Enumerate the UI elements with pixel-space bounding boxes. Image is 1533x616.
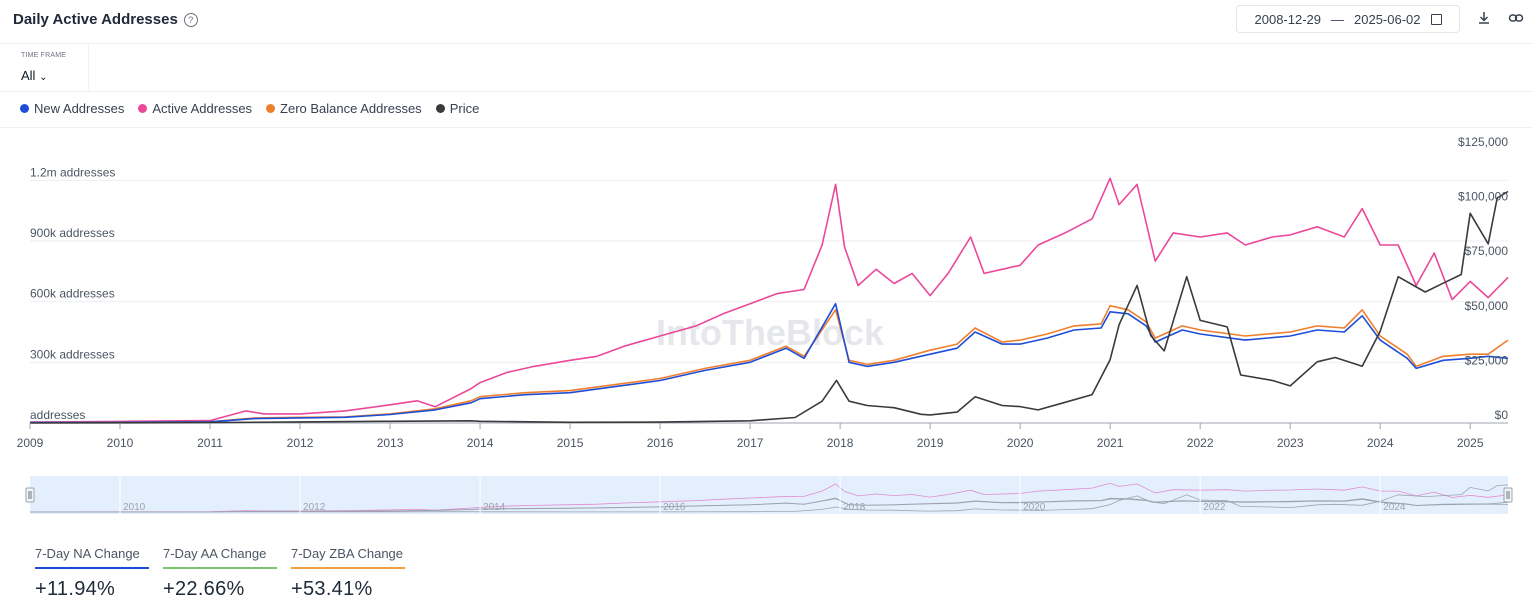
navigator[interactable]: 2010 2012 2014 2016 2018 2020 2022 2024 xyxy=(25,476,1513,514)
navigator-tick-label: 2024 xyxy=(1383,502,1406,513)
x-tick-label: 2015 xyxy=(557,436,584,450)
navigator-handle-right[interactable] xyxy=(1503,487,1513,503)
x-tick-label: 2025 xyxy=(1457,436,1484,450)
x-tick-label: 2009 xyxy=(17,436,44,450)
chart-title-row: Daily Active Addresses ? xyxy=(13,11,198,28)
series-line-new-addresses xyxy=(29,302,1509,424)
legend-item-price[interactable]: Price xyxy=(435,101,480,116)
stat-label: 7-Day AA Change xyxy=(163,546,277,569)
navigator-tick-label: 2016 xyxy=(663,502,686,513)
page-title: Daily Active Addresses xyxy=(13,11,178,28)
legend-dot xyxy=(266,104,276,113)
y-right-tick-label: $0 xyxy=(1495,408,1509,422)
y-right-tick-label: $50,000 xyxy=(1465,299,1509,313)
navigator-handle-left[interactable] xyxy=(25,487,35,503)
navigator-tick-label: 2018 xyxy=(843,502,866,513)
navigator-tick-label: 2022 xyxy=(1203,502,1226,513)
y-right-tick-label: $75,000 xyxy=(1465,244,1509,258)
series-line-zero-balance-addresses xyxy=(29,304,1509,424)
legend-label: New Addresses xyxy=(34,101,125,116)
legend-item-new-addresses[interactable]: New Addresses xyxy=(20,101,124,116)
download-icon[interactable] xyxy=(1476,10,1492,26)
x-tick-label: 2014 xyxy=(467,436,494,450)
navigator-tick-label: 2012 xyxy=(303,502,326,513)
date-separator: — xyxy=(1331,11,1344,27)
date-from: 2008-12-29 xyxy=(1254,11,1322,27)
timeframe-label: TIME FRAME xyxy=(21,52,67,59)
y-tick-label: 300k addresses xyxy=(30,347,115,361)
line-chart[interactable]: IntoTheBlock 2009 2010 2011 2012 2013 2014 201… xyxy=(0,0,1533,530)
help-circle-icon[interactable]: ? xyxy=(183,12,198,27)
y-tick-label: 600k addresses xyxy=(30,287,115,301)
x-tick-label: 2013 xyxy=(377,436,404,450)
x-tick-label: 2011 xyxy=(197,436,223,450)
y-right-tick-label: $100,000 xyxy=(1458,190,1508,204)
stat-value: +22.66% xyxy=(163,578,245,600)
x-tick-label: 2022 xyxy=(1187,436,1214,450)
divider xyxy=(0,127,1533,128)
y-tick-label: 1.2m addresses xyxy=(30,165,115,179)
stat-zba-change: 7-Day ZBA Change +53.41% xyxy=(291,546,405,601)
x-tick-label: 2016 xyxy=(647,436,674,450)
watermark: IntoTheBlock xyxy=(656,312,885,353)
stat-label: 7-Day ZBA Change xyxy=(291,546,405,569)
x-tick-label: 2012 xyxy=(287,436,314,450)
y-axis-right: $0 $25,000 $50,000 $75,000 $100,000 $125,000 xyxy=(1458,135,1508,422)
x-tick-label: 2024 xyxy=(1367,436,1394,450)
legend-item-zero-balance-addresses[interactable]: Zero Balance Addresses xyxy=(266,101,422,116)
x-tick-label: 2023 xyxy=(1277,436,1304,450)
x-tick-label: 2010 xyxy=(107,436,134,450)
legend-item-active-addresses[interactable]: Active Addresses xyxy=(138,101,252,116)
stat-na-change: 7-Day NA Change +11.94% xyxy=(35,546,149,601)
x-tick-label: 2021 xyxy=(1097,436,1124,450)
stat-value: +53.41% xyxy=(291,578,373,600)
navigator-tick-label: 2010 xyxy=(123,502,146,513)
x-tick-label: 2018 xyxy=(827,436,854,450)
x-axis: 2009 2010 2011 2012 2013 2014 2015 2016 2017 2018… xyxy=(17,423,1484,450)
y-axis-left: addresses 300k addresses 600k addresses 900… xyxy=(30,165,115,422)
chevron-down-icon: ⌄ xyxy=(39,72,48,83)
navigator-tick-label: 2020 xyxy=(1023,502,1046,513)
x-tick-label: 2020 xyxy=(1007,436,1034,450)
navigator-series-line xyxy=(29,484,1509,513)
divider xyxy=(0,43,1533,44)
stats-row: 7-Day NA Change +11.94% 7-Day AA Change … xyxy=(35,546,405,601)
navigator-series-line xyxy=(29,497,1509,513)
navigator-series-line xyxy=(29,482,1509,513)
x-tick-label: 2019 xyxy=(917,436,944,450)
legend: New Addresses Active Addresses Zero Bala… xyxy=(20,101,479,116)
timeframe-value[interactable]: All ⌄ xyxy=(21,68,48,83)
legend-label: Price xyxy=(449,101,480,116)
grid xyxy=(30,179,1508,424)
x-tick-label: 2017 xyxy=(737,436,764,450)
stat-value: +11.94% xyxy=(35,578,116,600)
navigator-tick-label: 2014 xyxy=(483,502,506,513)
series-line-active-addresses xyxy=(29,177,1509,423)
legend-label: Zero Balance Addresses xyxy=(280,101,422,116)
date-range-picker[interactable]: 2008-12-29 — 2025-06-02 xyxy=(1236,5,1460,33)
y-right-tick-label: $125,000 xyxy=(1458,135,1508,149)
calendar-icon xyxy=(1430,13,1442,25)
timeframe-selector[interactable]: TIME FRAME All ⌄ xyxy=(14,44,89,90)
series-group xyxy=(29,177,1509,424)
stat-aa-change: 7-Day AA Change +22.66% xyxy=(163,546,277,601)
series-line-price xyxy=(29,190,1509,424)
divider xyxy=(0,91,1533,92)
legend-dot xyxy=(435,104,445,113)
link-icon[interactable] xyxy=(1508,10,1524,26)
legend-label: Active Addresses xyxy=(152,101,253,116)
y-tick-label: 900k addresses xyxy=(30,226,115,240)
legend-dot xyxy=(20,104,29,113)
y-tick-label: addresses xyxy=(30,408,85,422)
y-right-tick-label: $25,000 xyxy=(1465,353,1509,367)
navigator-selection xyxy=(30,476,1508,514)
date-to: 2025-06-02 xyxy=(1354,11,1421,27)
stat-label: 7-Day NA Change xyxy=(35,546,149,569)
legend-dot xyxy=(138,104,148,113)
